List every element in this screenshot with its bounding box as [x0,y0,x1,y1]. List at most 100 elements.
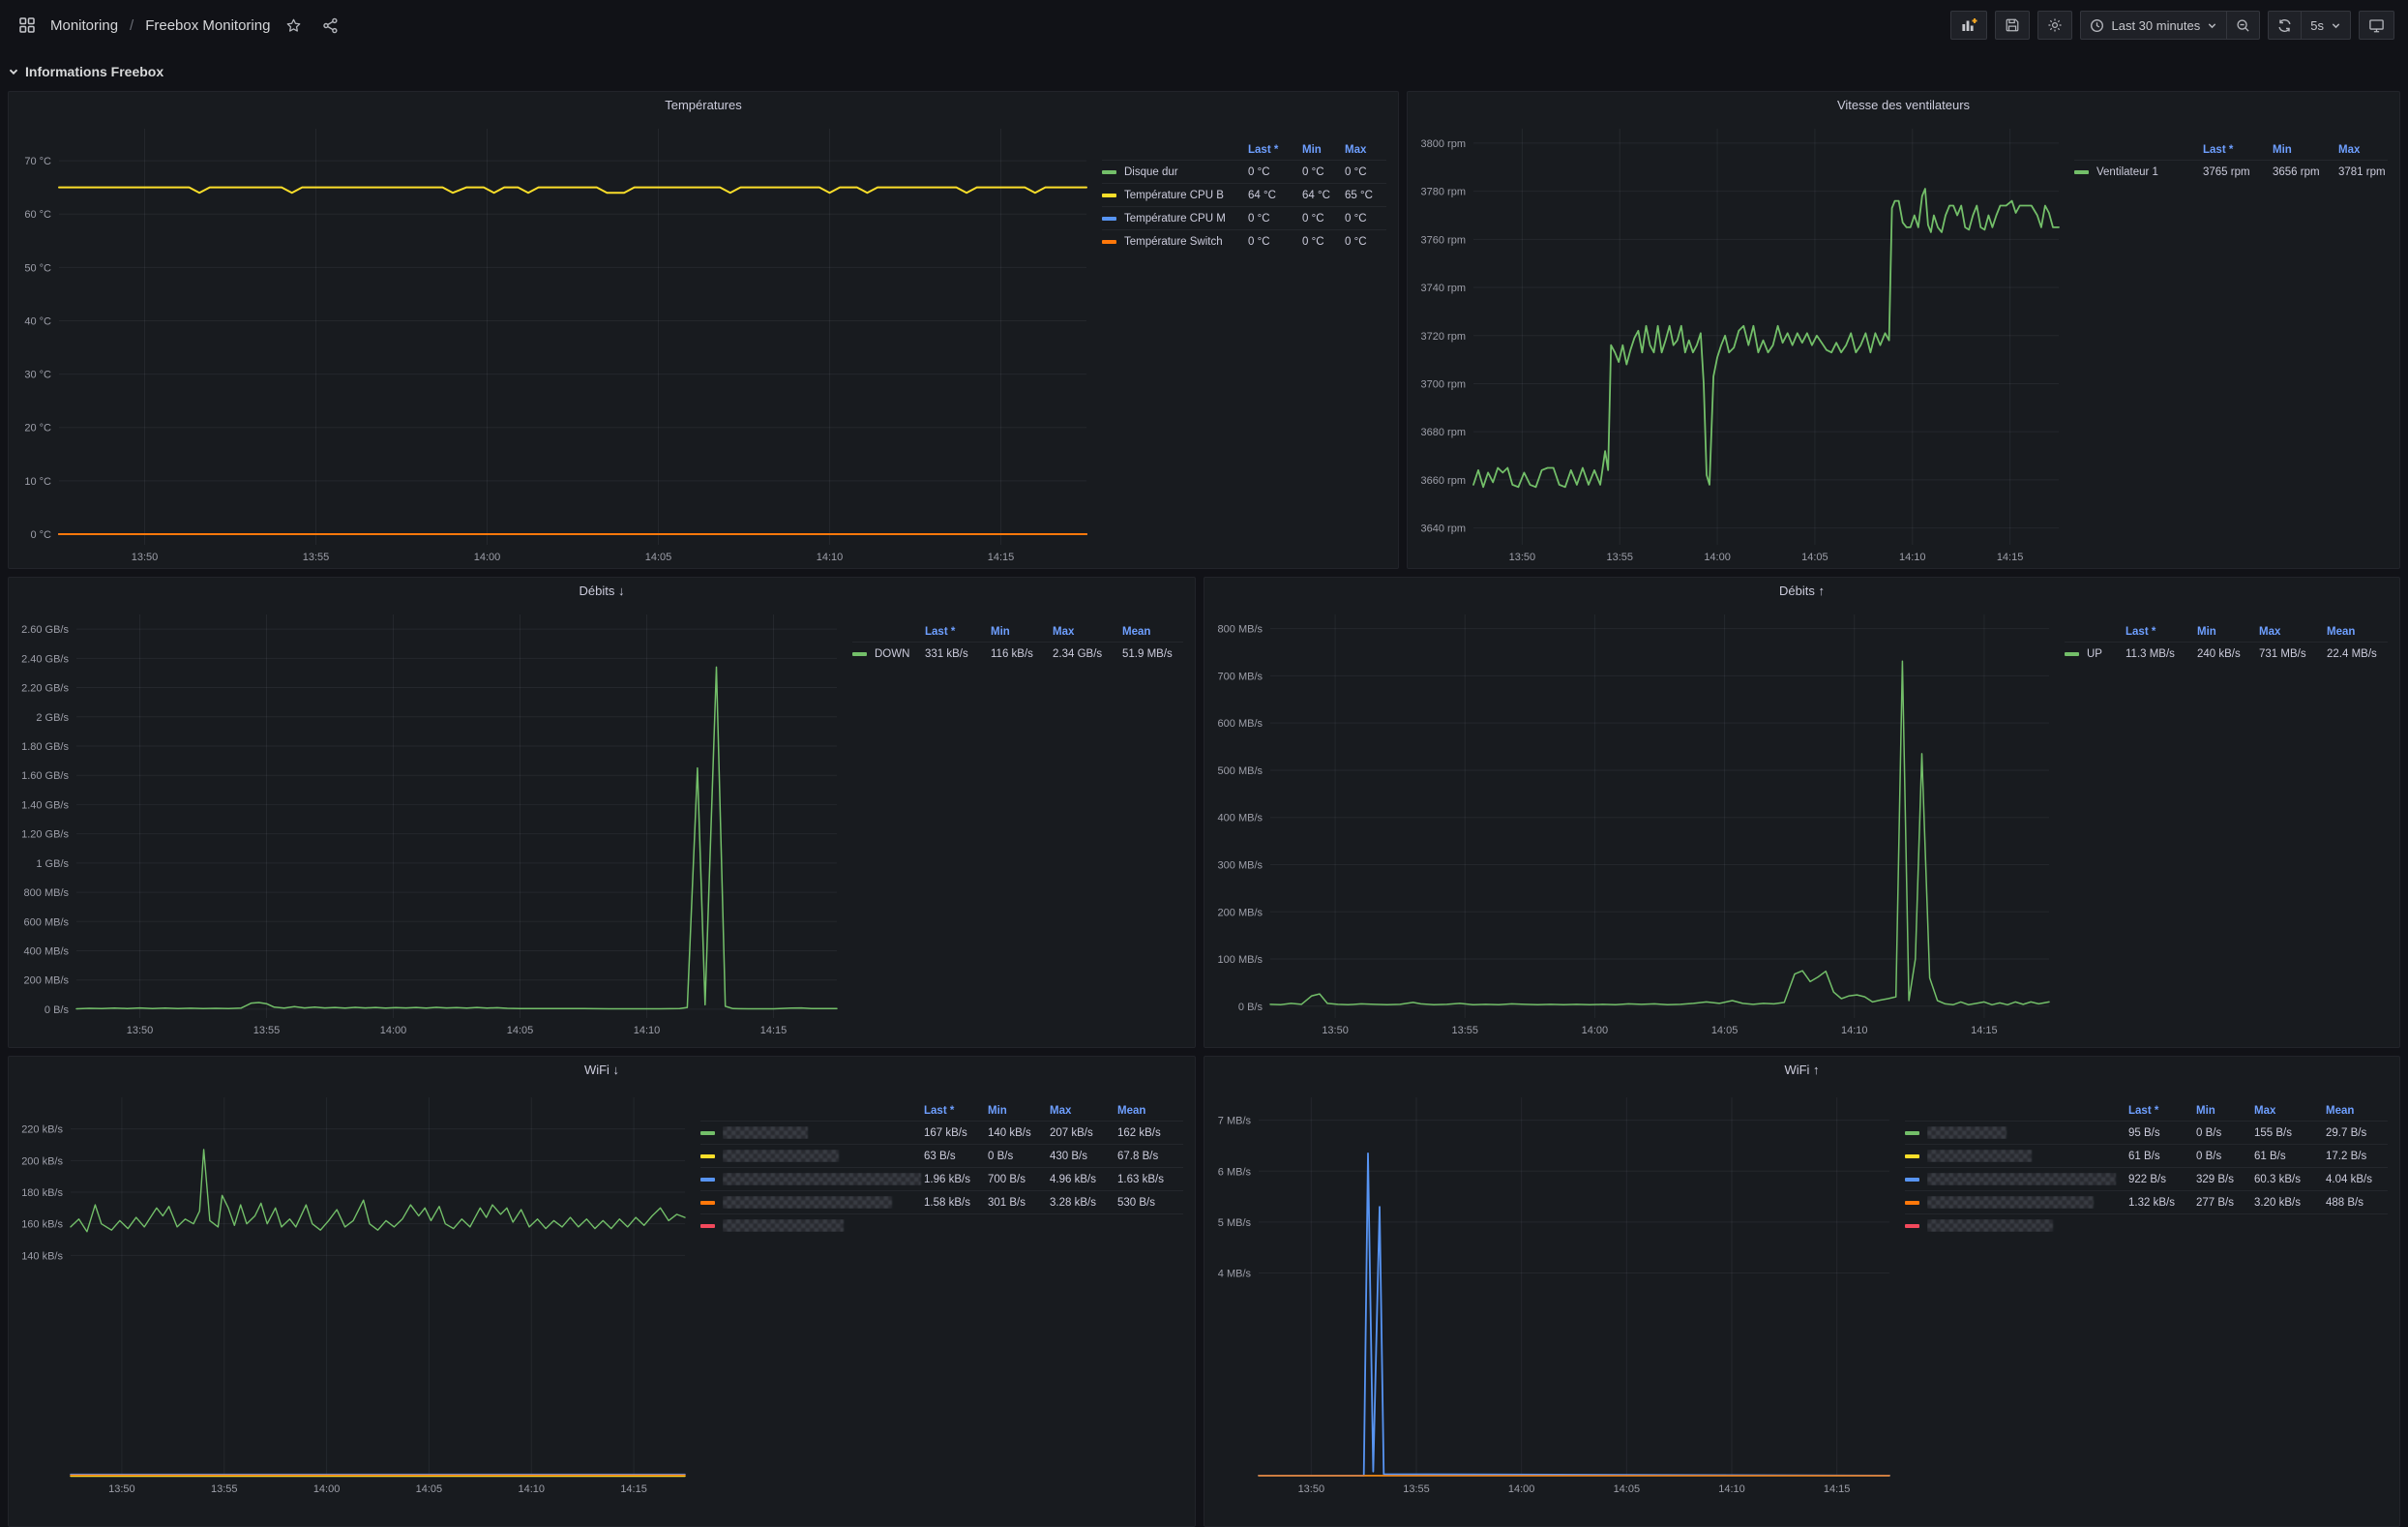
series-color-swatch[interactable] [1905,1223,1919,1228]
legend-series-name[interactable]: UP [2087,647,2102,660]
legend-series-name[interactable]: Ventilateur 1 [2096,165,2158,178]
add-panel-button[interactable] [1950,11,1988,40]
time-series-chart[interactable]: 13:50 13:55 14:00 14:05 14:10 14:15 0 °C 10 °C 2… [15,119,1102,563]
legend-column-header[interactable]: Last * [924,1105,955,1117]
series-color-swatch[interactable] [1102,216,1116,221]
series-color-swatch[interactable] [1905,1200,1919,1205]
series-color-swatch[interactable] [700,1223,715,1228]
legend-column-header[interactable]: Min [1302,144,1322,156]
legend-column-header[interactable]: Max [2338,144,2361,156]
time-picker-group: Last 30 minutes [2080,11,2261,40]
legend-column-header[interactable]: Mean [1122,626,1151,638]
series-color-swatch[interactable] [700,1153,715,1158]
legend-value: 329 B/s [2196,1173,2234,1185]
legend-series-name[interactable]: Température Switch [1124,235,1223,248]
time-series-chart[interactable]: 13:50 13:55 14:00 14:05 14:10 14:15 220 kB/s 20… [15,1084,700,1500]
legend-column-header[interactable]: Max [2259,626,2281,638]
legend-column-header[interactable]: Mean [1117,1105,1146,1117]
legend-series-name[interactable]: Température CPU M [1124,212,1226,225]
svg-text:14:15: 14:15 [1997,552,2024,562]
series-color-swatch[interactable] [852,651,867,656]
svg-text:2.40 GB/s: 2.40 GB/s [21,653,69,665]
legend: Last * Min Max Ventilateur 1 3765 rpm 3656 rp… [2074,119,2393,183]
star-icon[interactable] [280,12,307,39]
series-color-swatch[interactable] [700,1177,715,1182]
legend-value: 51.9 MB/s [1122,647,1173,660]
svg-text:70 °C: 70 °C [24,156,51,167]
time-range-label: Last 30 minutes [2111,17,2201,33]
legend-column-header[interactable]: Min [2273,144,2292,156]
legend-column-header[interactable]: Last * [925,626,956,638]
svg-text:14:00: 14:00 [313,1483,341,1495]
panel-title[interactable]: WiFi ↓ [583,1063,620,1077]
legend-series-name[interactable] [723,1219,924,1232]
time-series-chart[interactable]: 13:50 13:55 14:00 14:05 14:10 14:15 0 B/s 100 M… [1210,605,2065,1041]
legend-series-name[interactable] [723,1173,924,1185]
legend-series-name[interactable]: DOWN [875,647,910,660]
legend-column-header[interactable]: Max [1345,144,1367,156]
legend-column-header[interactable]: Last * [2126,626,2156,638]
legend-column-header[interactable]: Mean [2327,626,2356,638]
legend-column-header[interactable]: Max [1050,1105,1072,1117]
redacted-series-name [723,1173,921,1185]
chart-canvas: 13:50 13:55 14:00 14:05 14:10 14:15 3640 rpm 36… [1421,129,2060,563]
dashboard-toolbar: Last 30 minutes 5s [1950,11,2394,40]
panel-title[interactable]: Températures [665,98,742,112]
series-color-swatch[interactable] [2074,169,2089,174]
save-dashboard-button[interactable] [1995,11,2031,40]
legend-series-name[interactable] [1927,1150,2128,1162]
legend-column-header[interactable]: Min [991,626,1010,638]
panel-title[interactable]: Débits ↓ [579,584,625,598]
legend-series-name[interactable] [1927,1196,2128,1209]
legend-series-name[interactable] [723,1196,924,1209]
row-toggle-informations-freebox[interactable]: Informations Freebox [8,58,164,85]
legend-series-name[interactable]: Disque dur [1124,165,1178,178]
series-color-swatch[interactable] [1905,1153,1919,1158]
breadcrumb-dashboard-title[interactable]: Freebox Monitoring [145,16,271,34]
legend-series-name[interactable] [1927,1219,2128,1232]
legend-series-name[interactable] [723,1150,924,1162]
legend-value: 240 kB/s [2197,647,2241,660]
legend-series-name[interactable]: Température CPU B [1124,189,1224,201]
panel-title[interactable]: Débits ↑ [1779,584,1825,598]
time-series-chart[interactable]: 13:50 13:55 14:00 14:05 14:10 14:15 3640 rpm 36… [1413,119,2074,563]
svg-text:600 MB/s: 600 MB/s [1218,718,1263,730]
refresh-button[interactable] [2269,12,2301,39]
time-series-chart[interactable]: 13:50 13:55 14:00 14:05 14:10 14:15 0 B/s 200 M… [15,605,852,1041]
legend-column-header[interactable]: Min [2197,626,2216,638]
series-color-swatch[interactable] [1102,239,1116,244]
panel-title[interactable]: WiFi ↑ [1784,1063,1820,1077]
series-color-swatch[interactable] [1905,1177,1919,1182]
refresh-interval-picker[interactable]: 5s [2301,12,2350,39]
series-color-swatch[interactable] [1102,193,1116,197]
time-range-picker[interactable]: Last 30 minutes [2081,12,2226,39]
legend-column-header[interactable]: Min [2196,1105,2215,1117]
legend-column-header[interactable]: Mean [2326,1105,2355,1117]
time-series-chart[interactable]: 13:50 13:55 14:00 14:05 14:10 14:15 7 MB/s 6 MB… [1210,1084,1905,1500]
legend-series-name[interactable] [1927,1173,2128,1185]
svg-text:3760 rpm: 3760 rpm [1421,234,1466,246]
dashboard-settings-button[interactable] [2037,11,2073,40]
series-color-swatch[interactable] [700,1200,715,1205]
legend-column-header[interactable]: Last * [1248,144,1279,156]
kiosk-mode-button[interactable] [2359,11,2394,40]
legend-series-name[interactable] [1927,1126,2128,1139]
svg-text:13:55: 13:55 [1451,1025,1478,1036]
breadcrumb-folder[interactable]: Monitoring [50,16,119,34]
legend-series-name[interactable] [723,1126,924,1139]
legend-column-header[interactable]: Last * [2128,1105,2159,1117]
series-color-swatch[interactable] [2065,651,2079,656]
series-color-swatch[interactable] [1905,1130,1919,1135]
legend-column-header[interactable]: Min [988,1105,1007,1117]
series-color-swatch[interactable] [700,1130,715,1135]
chart-canvas: 13:50 13:55 14:00 14:05 14:10 14:15 7 MB/s 6 MB… [1218,1097,1890,1495]
series-color-swatch[interactable] [1102,169,1116,174]
chart-canvas: 13:50 13:55 14:00 14:05 14:10 14:15 220 kB/s 20… [21,1097,686,1495]
legend-column-header[interactable]: Max [1053,626,1075,638]
apps-grid-icon[interactable] [14,12,41,39]
legend-column-header[interactable]: Max [2254,1105,2276,1117]
panel-title[interactable]: Vitesse des ventilateurs [1836,98,1971,112]
zoom-out-time-button[interactable] [2226,12,2259,39]
share-icon[interactable] [316,12,343,39]
legend-column-header[interactable]: Last * [2203,144,2234,156]
